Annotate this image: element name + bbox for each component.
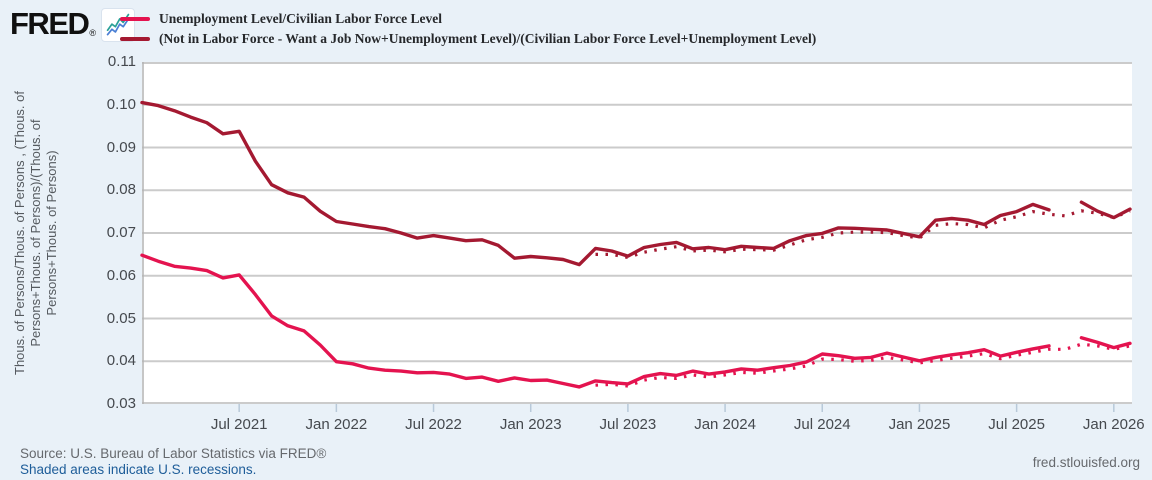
- x-tick-label: Jan 2022: [305, 416, 368, 433]
- y-tick-label: 0.05: [106, 309, 136, 327]
- legend-swatch-series2: [120, 37, 150, 41]
- y-tick-label: 0.08: [106, 181, 136, 199]
- series-line: [1079, 200, 1132, 220]
- x-tick-label: Jan 2025: [888, 416, 951, 433]
- registered-mark: ®: [89, 28, 97, 38]
- fred-site-link[interactable]: fred.stlouisfed.org: [1032, 455, 1140, 470]
- legend: Unemployment Level/Civilian Labor Force …: [120, 9, 816, 49]
- legend-item: (Not in Labor Force - Want a Job Now+Une…: [120, 29, 816, 49]
- fred-sparkline-icon: [101, 8, 136, 42]
- legend-label-series2: (Not in Labor Force - Want a Job Now+Une…: [159, 31, 817, 46]
- fred-logo[interactable]: FRED ®: [10, 6, 136, 42]
- x-tick-label: Jul 2024: [793, 416, 851, 433]
- series-line: [595, 209, 1131, 259]
- y-tick-label: 0.03: [106, 395, 136, 412]
- x-tick-label: Jan 2024: [694, 416, 756, 433]
- y-tick-label: 0.10: [106, 95, 136, 113]
- y-tick-label: 0.07: [106, 224, 136, 241]
- legend-label-series1: Unemployment Level/Civilian Labor Force …: [159, 11, 442, 26]
- x-tick-label: Jul 2022: [405, 416, 462, 433]
- recession-note-link[interactable]: Shaded areas indicate U.S. recessions.: [20, 462, 257, 477]
- series-line: [1079, 336, 1132, 350]
- y-tick-label: 0.11: [107, 53, 136, 70]
- y-tick-label: 0.06: [106, 266, 136, 284]
- y-tick-label: 0.04: [106, 352, 136, 370]
- x-tick-label: Jan 2026: [1082, 416, 1145, 433]
- y-tick-label: 0.09: [106, 138, 136, 156]
- series-line: [140, 100, 1051, 267]
- fred-logo-text: FRED: [10, 6, 90, 41]
- y-axis-title: Thous. of Persons/Thous. of Persons , (T…: [12, 91, 59, 375]
- legend-item: Unemployment Level/Civilian Labor Force …: [120, 9, 816, 29]
- chart-canvas[interactable]: [140, 62, 1132, 416]
- series-line: [595, 342, 1131, 388]
- legend-swatch-series1: [120, 17, 150, 21]
- x-tick-label: Jan 2023: [499, 416, 562, 433]
- x-tick-label: Jul 2023: [599, 416, 657, 433]
- series-line: [140, 253, 1051, 389]
- source-note: Source: U.S. Bureau of Labor Statistics …: [20, 446, 327, 461]
- x-tick-label: Jul 2021: [210, 416, 268, 433]
- x-tick-label: Jul 2025: [988, 416, 1045, 433]
